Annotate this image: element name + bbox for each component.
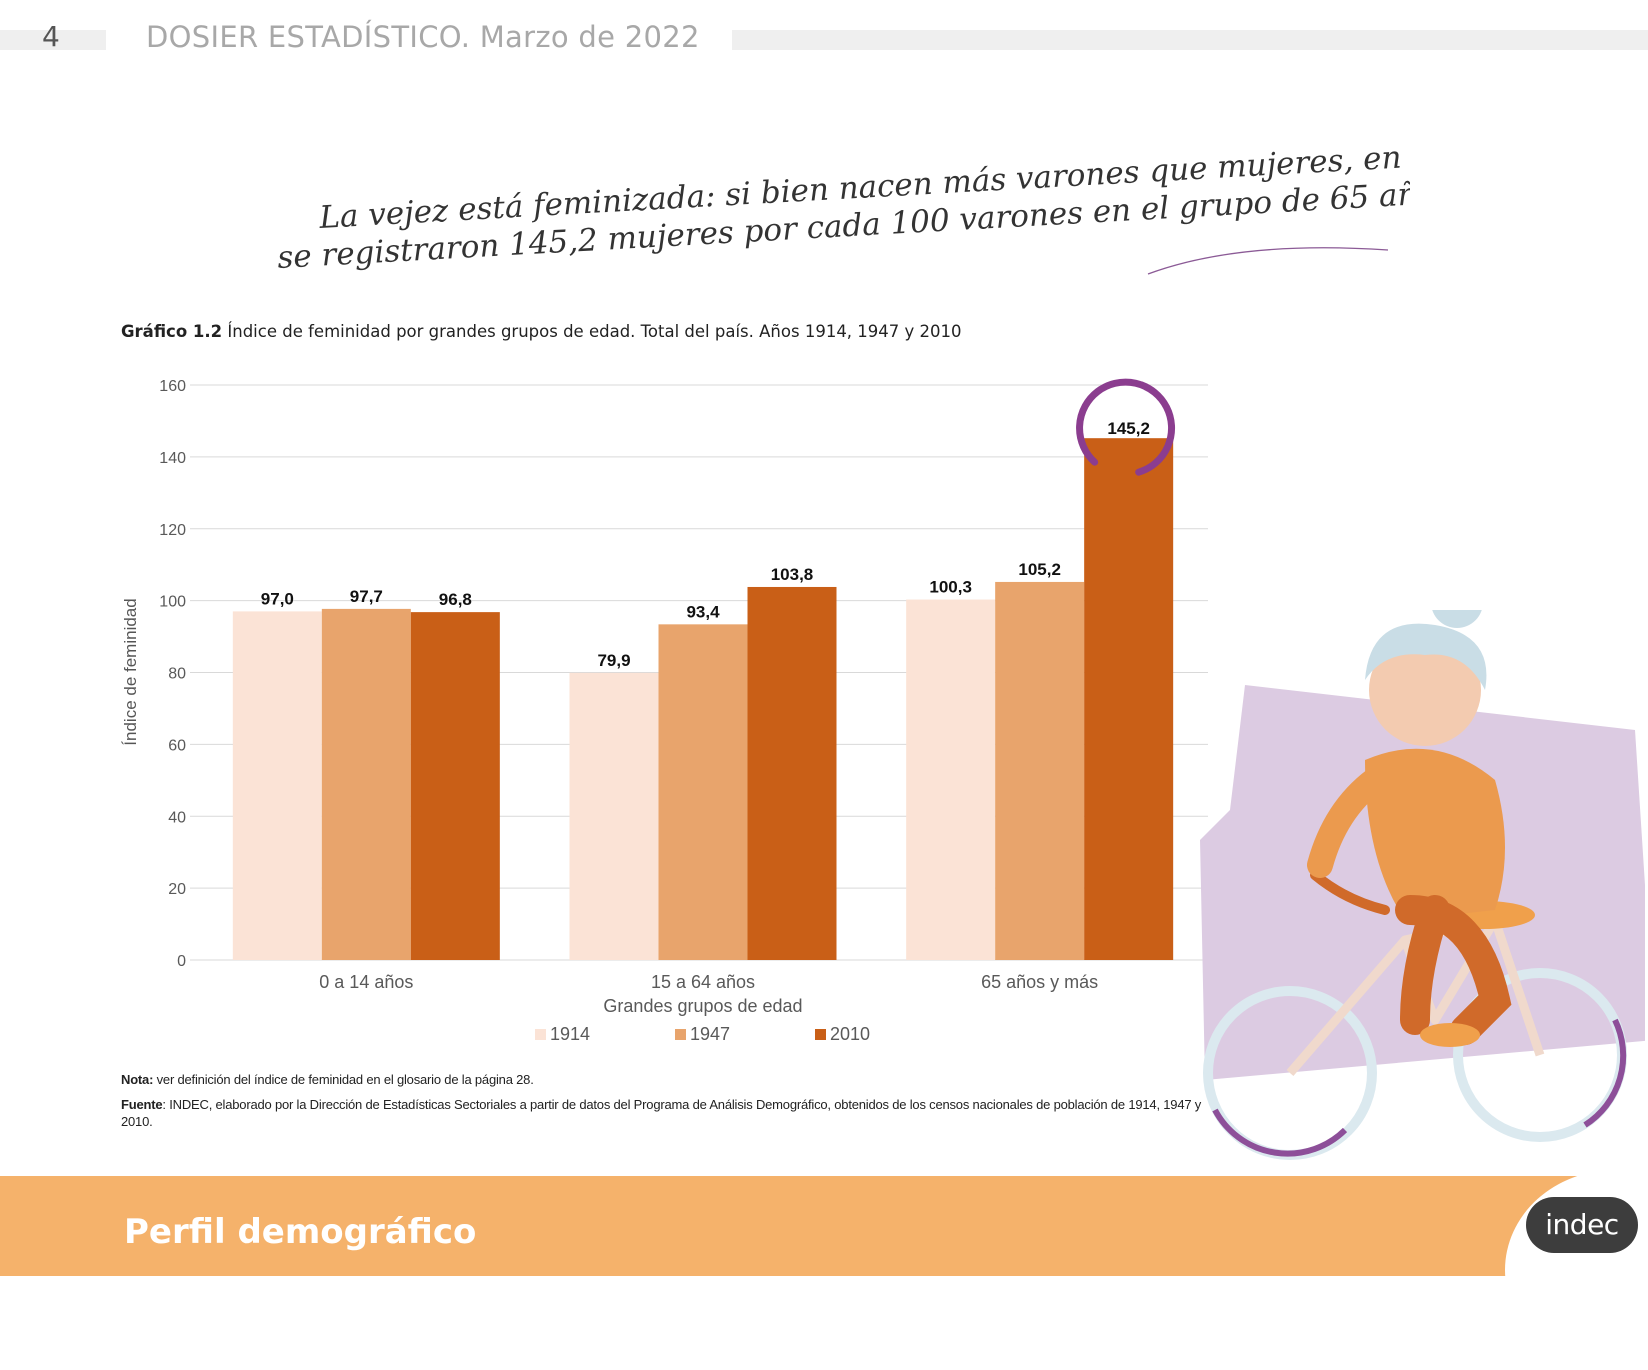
bar-1914-1	[569, 672, 659, 960]
x-axis-label: Grandes grupos de edad	[603, 996, 802, 1016]
legend: 1914 1947 2010	[535, 1024, 870, 1044]
note-label: Nota:	[121, 1072, 154, 1087]
data-label: 97,0	[261, 589, 294, 608]
footer-band	[0, 1176, 1648, 1276]
legend-label-1914: 1914	[550, 1024, 590, 1044]
data-label: 93,4	[686, 602, 720, 621]
chart-caption-text: Índice de feminidad por grandes grupos d…	[222, 322, 962, 341]
bar-1947-2	[995, 581, 1085, 960]
data-label: 105,2	[1018, 560, 1061, 579]
x-ticks: 0 a 14 años 15 a 64 años 65 años y más	[319, 972, 1098, 992]
bar-2010-1	[747, 586, 837, 960]
data-label: 145,2	[1107, 419, 1150, 438]
header-bar-right	[732, 30, 1648, 50]
bar-2010-0	[410, 612, 500, 960]
bar-1947-1	[658, 624, 748, 960]
chart-caption: Gráfico 1.2 Índice de feminidad por gran…	[121, 322, 962, 341]
y-tick-label: 20	[168, 881, 186, 898]
data-label: 103,8	[771, 565, 814, 584]
legs	[1395, 895, 1512, 1045]
y-tick-label: 80	[168, 666, 186, 683]
legend-label-1947: 1947	[690, 1024, 730, 1044]
hair-bun	[1432, 610, 1482, 628]
chart-caption-label: Gráfico 1.2	[121, 322, 223, 341]
source-text: : INDEC, elaborado por la Dirección de E…	[121, 1097, 1202, 1129]
source: Fuente: INDEC, elaborado por la Direcció…	[121, 1096, 1231, 1130]
legend-swatch-1914	[535, 1029, 546, 1040]
bar-2010-2	[1084, 438, 1174, 960]
shoe	[1420, 1023, 1480, 1047]
y-tick-label: 120	[159, 522, 186, 539]
bar-1914-2	[906, 599, 996, 960]
data-label: 97,7	[350, 587, 383, 606]
header-bar-left	[0, 30, 106, 50]
y-tick-label: 0	[177, 953, 186, 970]
hair	[1365, 623, 1487, 690]
page-number: 4	[42, 20, 60, 53]
arm	[1307, 767, 1388, 878]
data-label: 96,8	[439, 590, 472, 609]
y-tick-label: 140	[159, 450, 186, 467]
handlebar	[1310, 870, 1390, 915]
legend-label-2010: 2010	[830, 1024, 870, 1044]
quote: La vejez está feminizada: si bien nacen …	[276, 140, 1410, 276]
bar-chart: 0 20 40 60 80 100 120 140 160 97,0 97,7 96,8 79,9 93…	[121, 378, 1208, 1044]
y-tick-label: 40	[168, 809, 186, 826]
legend-swatch-1947	[675, 1029, 686, 1040]
x-tick-label: 15 a 64 años	[651, 972, 755, 992]
y-tick-label: 60	[168, 737, 186, 754]
note-text: ver definición del índice de feminidad e…	[153, 1072, 534, 1087]
bars	[232, 438, 1174, 960]
legend-swatch-2010	[815, 1029, 826, 1040]
data-label: 79,9	[597, 651, 630, 670]
quote-underline	[1147, 247, 1389, 275]
y-ticks: 0 20 40 60 80 100 120 140 160	[159, 378, 186, 970]
footer-title: Perfil demográfico	[124, 1212, 477, 1252]
y-tick-label: 160	[159, 378, 186, 395]
y-tick-label: 100	[159, 594, 186, 611]
grandmother-bicycle-illustration	[1200, 610, 1645, 1160]
sweater	[1365, 748, 1505, 920]
bar-1914-0	[232, 611, 322, 960]
bar-1947-0	[321, 608, 411, 960]
source-label: Fuente	[121, 1097, 163, 1112]
x-tick-label: 65 años y más	[981, 972, 1098, 992]
face	[1369, 634, 1481, 746]
data-label: 100,3	[929, 578, 972, 597]
x-tick-label: 0 a 14 años	[319, 972, 413, 992]
indec-logo[interactable]: indec	[1526, 1197, 1638, 1253]
data-labels: 97,0 97,7 96,8 79,9 93,4 103,8 100,3 105,2 145,2	[261, 378, 1175, 670]
note: Nota: ver definición del índice de femin…	[121, 1072, 534, 1087]
highlight-circle	[1076, 378, 1175, 476]
y-axis-label: Índice de feminidad	[121, 598, 140, 745]
document-title: DOSIER ESTADÍSTICO. Marzo de 2022	[146, 20, 700, 54]
